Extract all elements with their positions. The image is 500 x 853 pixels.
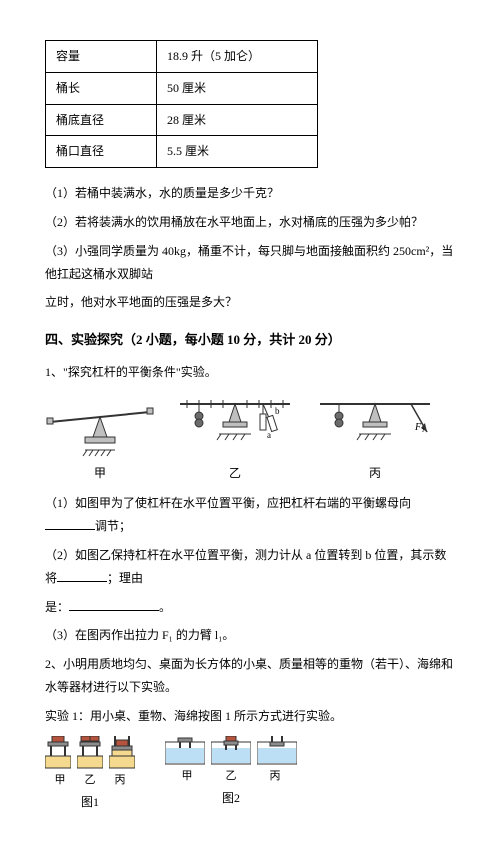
problem-2-title: 2、小明用质地均匀、桌面为长方体的小桌、质量相等的重物（若干）、海绵和水等器材进…	[45, 653, 455, 699]
table-row: 桶长50 厘米	[46, 72, 318, 104]
table-jia-icon	[45, 736, 71, 770]
table-row: 容量18.9 升（5 加仑）	[46, 41, 318, 73]
experiment-figures: 甲 乙 丙 图1	[45, 736, 455, 814]
cell: 容量	[46, 41, 157, 73]
label-bing: 丙	[315, 462, 435, 485]
tank-yi-icon	[211, 736, 251, 766]
cell: 桶底直径	[46, 104, 157, 136]
figure-set-1: 甲 乙 丙 图1	[45, 736, 135, 814]
p1-sub1: （1）如图甲为了使杠杆在水平位置平衡，应把杠杆右端的平衡螺母向调节；	[45, 492, 455, 538]
cell: 28 厘米	[157, 104, 318, 136]
tank-bing-icon	[257, 736, 297, 766]
table-yi-icon	[77, 736, 103, 770]
tank-jia-icon	[165, 736, 205, 766]
cell: 50 厘米	[157, 72, 318, 104]
svg-text:b: b	[275, 406, 280, 416]
specs-table: 容量18.9 升（5 加仑） 桶长50 厘米 桶底直径28 厘米 桶口直径5.5…	[45, 40, 318, 168]
question-3a: （3）小强同学质量为 40kg，桶重不计，每只脚与地面接触面积约 250cm²，…	[45, 240, 455, 286]
lever-bing-svg: F₁	[315, 392, 435, 462]
problem-1-title: 1、"探究杠杆的平衡条件"实验。	[45, 361, 455, 384]
table-row: 桶底直径28 厘米	[46, 104, 318, 136]
figure-yi: b a 乙	[175, 392, 295, 485]
p1-sub3: （3）在图丙作出拉力 F₁ 的力臂 l₁。	[45, 624, 455, 647]
blank-1[interactable]	[45, 517, 95, 530]
exp1-text: 实验 1：用小桌、重物、海绵按图 1 所示方式进行实验。	[45, 705, 455, 728]
caption-fig1: 图1	[45, 791, 135, 814]
label-yi: 乙	[175, 462, 295, 485]
cell: 18.9 升（5 加仑）	[157, 41, 318, 73]
svg-text:F₁: F₁	[414, 422, 425, 433]
lever-yi-svg: b a	[175, 392, 295, 462]
question-1: （1）若桶中装满水，水的质量是多少千克？	[45, 182, 455, 205]
p1-sub2: （2）如图乙保持杠杆在水平位置平衡，测力计从 a 位置转到 b 位置，其示数将；…	[45, 544, 455, 590]
blank-3[interactable]	[69, 598, 159, 611]
p1-sub2-reason: 是：。	[45, 596, 455, 619]
caption-fig2: 图2	[165, 787, 297, 810]
blank-2[interactable]	[57, 569, 107, 582]
figure-jia: 甲	[45, 402, 155, 485]
cell: 5.5 厘米	[157, 136, 318, 168]
cell: 桶长	[46, 72, 157, 104]
table-row: 桶口直径5.5 厘米	[46, 136, 318, 168]
figure-set-2: 甲 乙 丙 图2	[165, 736, 297, 814]
figure-bing: F₁ 丙	[315, 392, 435, 485]
cell: 桶口直径	[46, 136, 157, 168]
section-4-title: 四、实验探究（2 小题，每小题 10 分，共计 20 分）	[45, 328, 455, 353]
question-3b: 立时，他对水平地面的压强是多大？	[45, 291, 455, 314]
svg-text:a: a	[267, 430, 271, 440]
label-jia: 甲	[45, 462, 155, 485]
table-bing-icon	[109, 736, 135, 770]
lever-figures: 甲 b a 乙	[45, 392, 455, 485]
lever-jia-svg	[45, 402, 155, 462]
question-2: （2）若将装满水的饮用桶放在水平地面上，水对桶底的压强为多少帕？	[45, 211, 455, 234]
